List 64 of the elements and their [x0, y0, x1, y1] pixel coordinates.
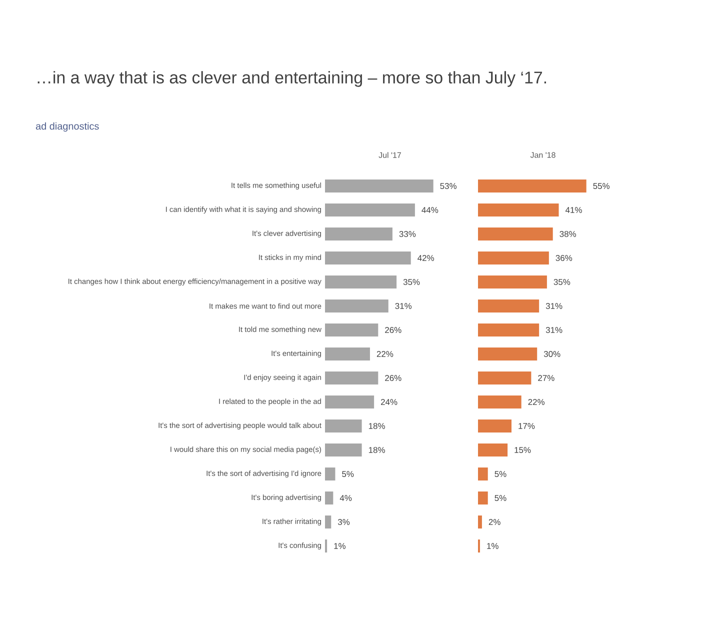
bar	[478, 180, 586, 192]
data-label: 53%	[440, 183, 457, 189]
data-label: 5%	[342, 471, 354, 477]
bar	[478, 228, 553, 240]
bar	[325, 180, 434, 192]
data-label: 31%	[395, 303, 412, 309]
data-label: 18%	[368, 423, 385, 429]
bar	[478, 420, 512, 433]
data-label: 55%	[593, 183, 610, 189]
bar	[478, 444, 508, 457]
bar	[478, 252, 549, 264]
data-label: 4%	[340, 495, 352, 501]
data-label: 22%	[376, 351, 394, 357]
data-label: 38%	[560, 231, 576, 237]
data-label: 27%	[538, 375, 554, 381]
data-label: 1%	[487, 543, 498, 549]
bar	[478, 204, 559, 216]
bar	[478, 396, 522, 409]
bar	[478, 516, 482, 529]
bar	[325, 372, 378, 385]
bar	[325, 492, 334, 505]
bar	[478, 276, 547, 288]
bar	[325, 468, 336, 481]
bar	[325, 228, 392, 240]
data-label: 18%	[368, 447, 385, 453]
bar	[478, 300, 540, 312]
bar	[325, 276, 397, 288]
data-label: 26%	[385, 327, 402, 333]
text: ad diagnostics	[36, 122, 99, 132]
bar	[325, 516, 332, 529]
data-label: 36%	[556, 255, 572, 261]
data-label: 30%	[544, 351, 560, 357]
data-label: 17%	[518, 423, 535, 429]
chart-title: …in a way that is as clever and entertaining – more so than July ‘17.	[38, 71, 546, 87]
data-label: 44%	[422, 207, 438, 213]
bar	[478, 348, 538, 361]
bar	[325, 348, 370, 361]
data-label: 22%	[528, 399, 545, 405]
bar	[325, 204, 415, 216]
data-label: 42%	[418, 255, 434, 261]
data-label: 31%	[546, 327, 562, 333]
bar	[325, 324, 378, 336]
data-label: 31%	[546, 303, 562, 309]
data-label: 15%	[514, 447, 531, 453]
data-label: 2%	[488, 519, 500, 525]
bar	[325, 396, 374, 409]
bar	[325, 300, 388, 312]
data-label: 33%	[399, 231, 416, 237]
data-label: 5%	[494, 471, 506, 477]
data-label: 24%	[381, 399, 398, 405]
bar	[325, 252, 411, 264]
bar	[478, 468, 488, 481]
bar	[478, 372, 532, 385]
data-label: 5%	[494, 495, 506, 501]
bar	[325, 444, 362, 457]
data-label: 41%	[565, 207, 582, 213]
data-label: 3%	[338, 519, 350, 525]
bar	[478, 324, 540, 336]
data-label: 26%	[385, 375, 402, 381]
data-label: 1%	[334, 543, 346, 549]
data-label: 35%	[554, 279, 570, 285]
data-label: 35%	[403, 279, 420, 285]
bar	[478, 492, 488, 505]
bar	[325, 420, 362, 433]
